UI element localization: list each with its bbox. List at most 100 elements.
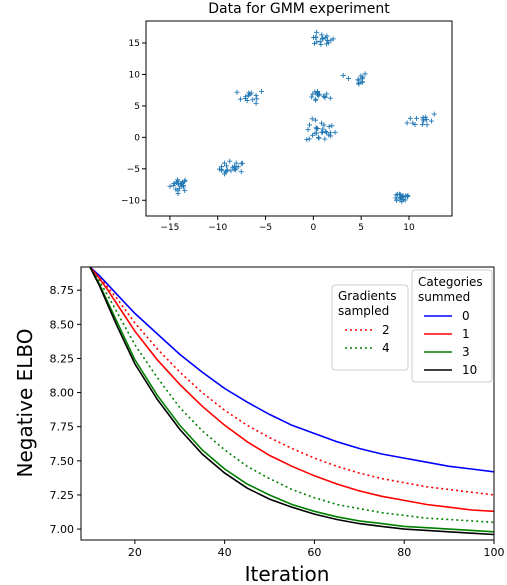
scatter-point — [323, 128, 329, 134]
scatter-point — [313, 34, 319, 40]
line-x-tick-label: 100 — [484, 546, 505, 559]
scatter-point — [233, 160, 239, 166]
line-y-tick-label: 8.25 — [50, 352, 75, 365]
legend-gradients-sampled: Gradients sampled 24 — [331, 284, 409, 371]
legend-sampled-items: 24 — [345, 323, 390, 355]
scatter-point — [340, 72, 346, 78]
scatter-point — [234, 89, 240, 95]
scatter-y-tick-label: 15 — [129, 39, 140, 49]
legend-sampled-title: Gradients sampled — [338, 289, 400, 318]
scatter-plot-area — [145, 20, 453, 217]
scatter-point — [219, 167, 225, 173]
scatter-point — [358, 73, 364, 79]
scatter-point — [180, 184, 186, 190]
scatter-point — [319, 32, 325, 38]
scatter-point — [175, 188, 181, 194]
scatter-point — [317, 38, 323, 44]
scatter-point — [304, 137, 310, 143]
scatter-point — [227, 158, 233, 164]
scatter-point — [307, 122, 313, 128]
legend-summed-items: 0 1 3 10 — [424, 309, 477, 377]
scatter-point — [314, 39, 320, 45]
scatter-point — [317, 91, 323, 97]
scatter-y-tick-label: 5 — [134, 102, 140, 112]
scatter-x-tick-label: 5 — [358, 223, 364, 233]
scatter-point — [167, 183, 173, 189]
scatter-chart: Data for GMM experiment −15 −10 −5 0 5 10−10−… — [121, 1, 453, 233]
scatter-title: Data for GMM experiment — [208, 1, 390, 17]
scatter-point — [315, 134, 321, 140]
scatter-point — [309, 132, 315, 138]
scatter-point — [327, 95, 333, 101]
line-y-tick-label: 7.50 — [50, 455, 75, 468]
scatter-point — [179, 179, 185, 185]
legend-sampled-label: 2 — [382, 323, 390, 337]
scatter-point — [314, 126, 320, 132]
legend-summed-label: 3 — [462, 345, 470, 359]
scatter-x-tick-label: −15 — [160, 223, 179, 233]
scatter-point — [324, 33, 330, 39]
scatter-y-tick-label: 10 — [129, 70, 141, 80]
scatter-point — [423, 114, 429, 120]
scatter-point — [314, 91, 320, 97]
scatter-point — [360, 79, 366, 85]
x-axis-label: Iteration — [245, 562, 330, 585]
scatter-point — [171, 182, 177, 188]
scatter-point — [309, 94, 315, 100]
scatter-point — [428, 118, 434, 124]
scatter-point — [326, 124, 332, 130]
scatter-point — [324, 41, 330, 47]
scatter-point — [259, 88, 265, 94]
scatter-point — [318, 41, 324, 47]
scatter-point — [397, 194, 403, 200]
scatter-point — [182, 188, 188, 194]
line-series — [89, 267, 494, 536]
scatter-point — [239, 160, 245, 166]
scatter-point — [325, 38, 331, 44]
scatter-x-tick-label: −10 — [208, 223, 227, 233]
legend-summed-label: 0 — [462, 309, 470, 323]
series-line-3 — [89, 267, 494, 533]
line-y-tick-label: 8.00 — [50, 387, 75, 400]
scatter-point — [176, 185, 182, 191]
scatter-point — [305, 127, 311, 133]
scatter-point — [412, 122, 418, 128]
scatter-point — [394, 197, 400, 203]
scatter-point — [321, 93, 327, 99]
scatter-point — [312, 117, 318, 123]
legend-summed-label: 1 — [462, 327, 470, 341]
scatter-point — [326, 40, 332, 46]
series-line-10 — [89, 267, 494, 536]
line-plot-frame — [80, 266, 495, 541]
scatter-point — [237, 96, 243, 102]
line-ticks: 20 40 60 80 1007.007.257.507.758.008.258.508… — [50, 284, 505, 559]
line-y-tick-label: 8.50 — [50, 318, 75, 331]
scatter-points — [167, 29, 437, 205]
scatter-point — [322, 136, 328, 142]
scatter-point — [223, 163, 229, 169]
scatter-point — [407, 115, 413, 121]
scatter-point — [414, 115, 420, 121]
scatter-point — [332, 129, 338, 135]
scatter-point — [319, 120, 325, 126]
scatter-point — [394, 191, 400, 197]
scatter-point — [253, 92, 259, 98]
scatter-point — [431, 111, 437, 117]
scatter-point — [245, 92, 251, 98]
scatter-point — [244, 97, 250, 103]
scatter-point — [314, 29, 320, 35]
scatter-point — [362, 71, 368, 77]
scatter-point — [173, 179, 179, 185]
scatter-y-tick-label: −10 — [121, 196, 140, 206]
scatter-point — [309, 116, 315, 122]
scatter-point — [254, 96, 260, 102]
scatter-y-tick-label: 0 — [134, 133, 140, 143]
legend-sampled-label: 4 — [382, 341, 390, 355]
scatter-point — [228, 168, 234, 174]
scatter-point — [404, 194, 410, 200]
scatter-point — [356, 80, 362, 86]
scatter-point — [250, 97, 256, 103]
line-y-tick-label: 8.75 — [50, 284, 75, 297]
series-line-0 — [89, 267, 494, 473]
